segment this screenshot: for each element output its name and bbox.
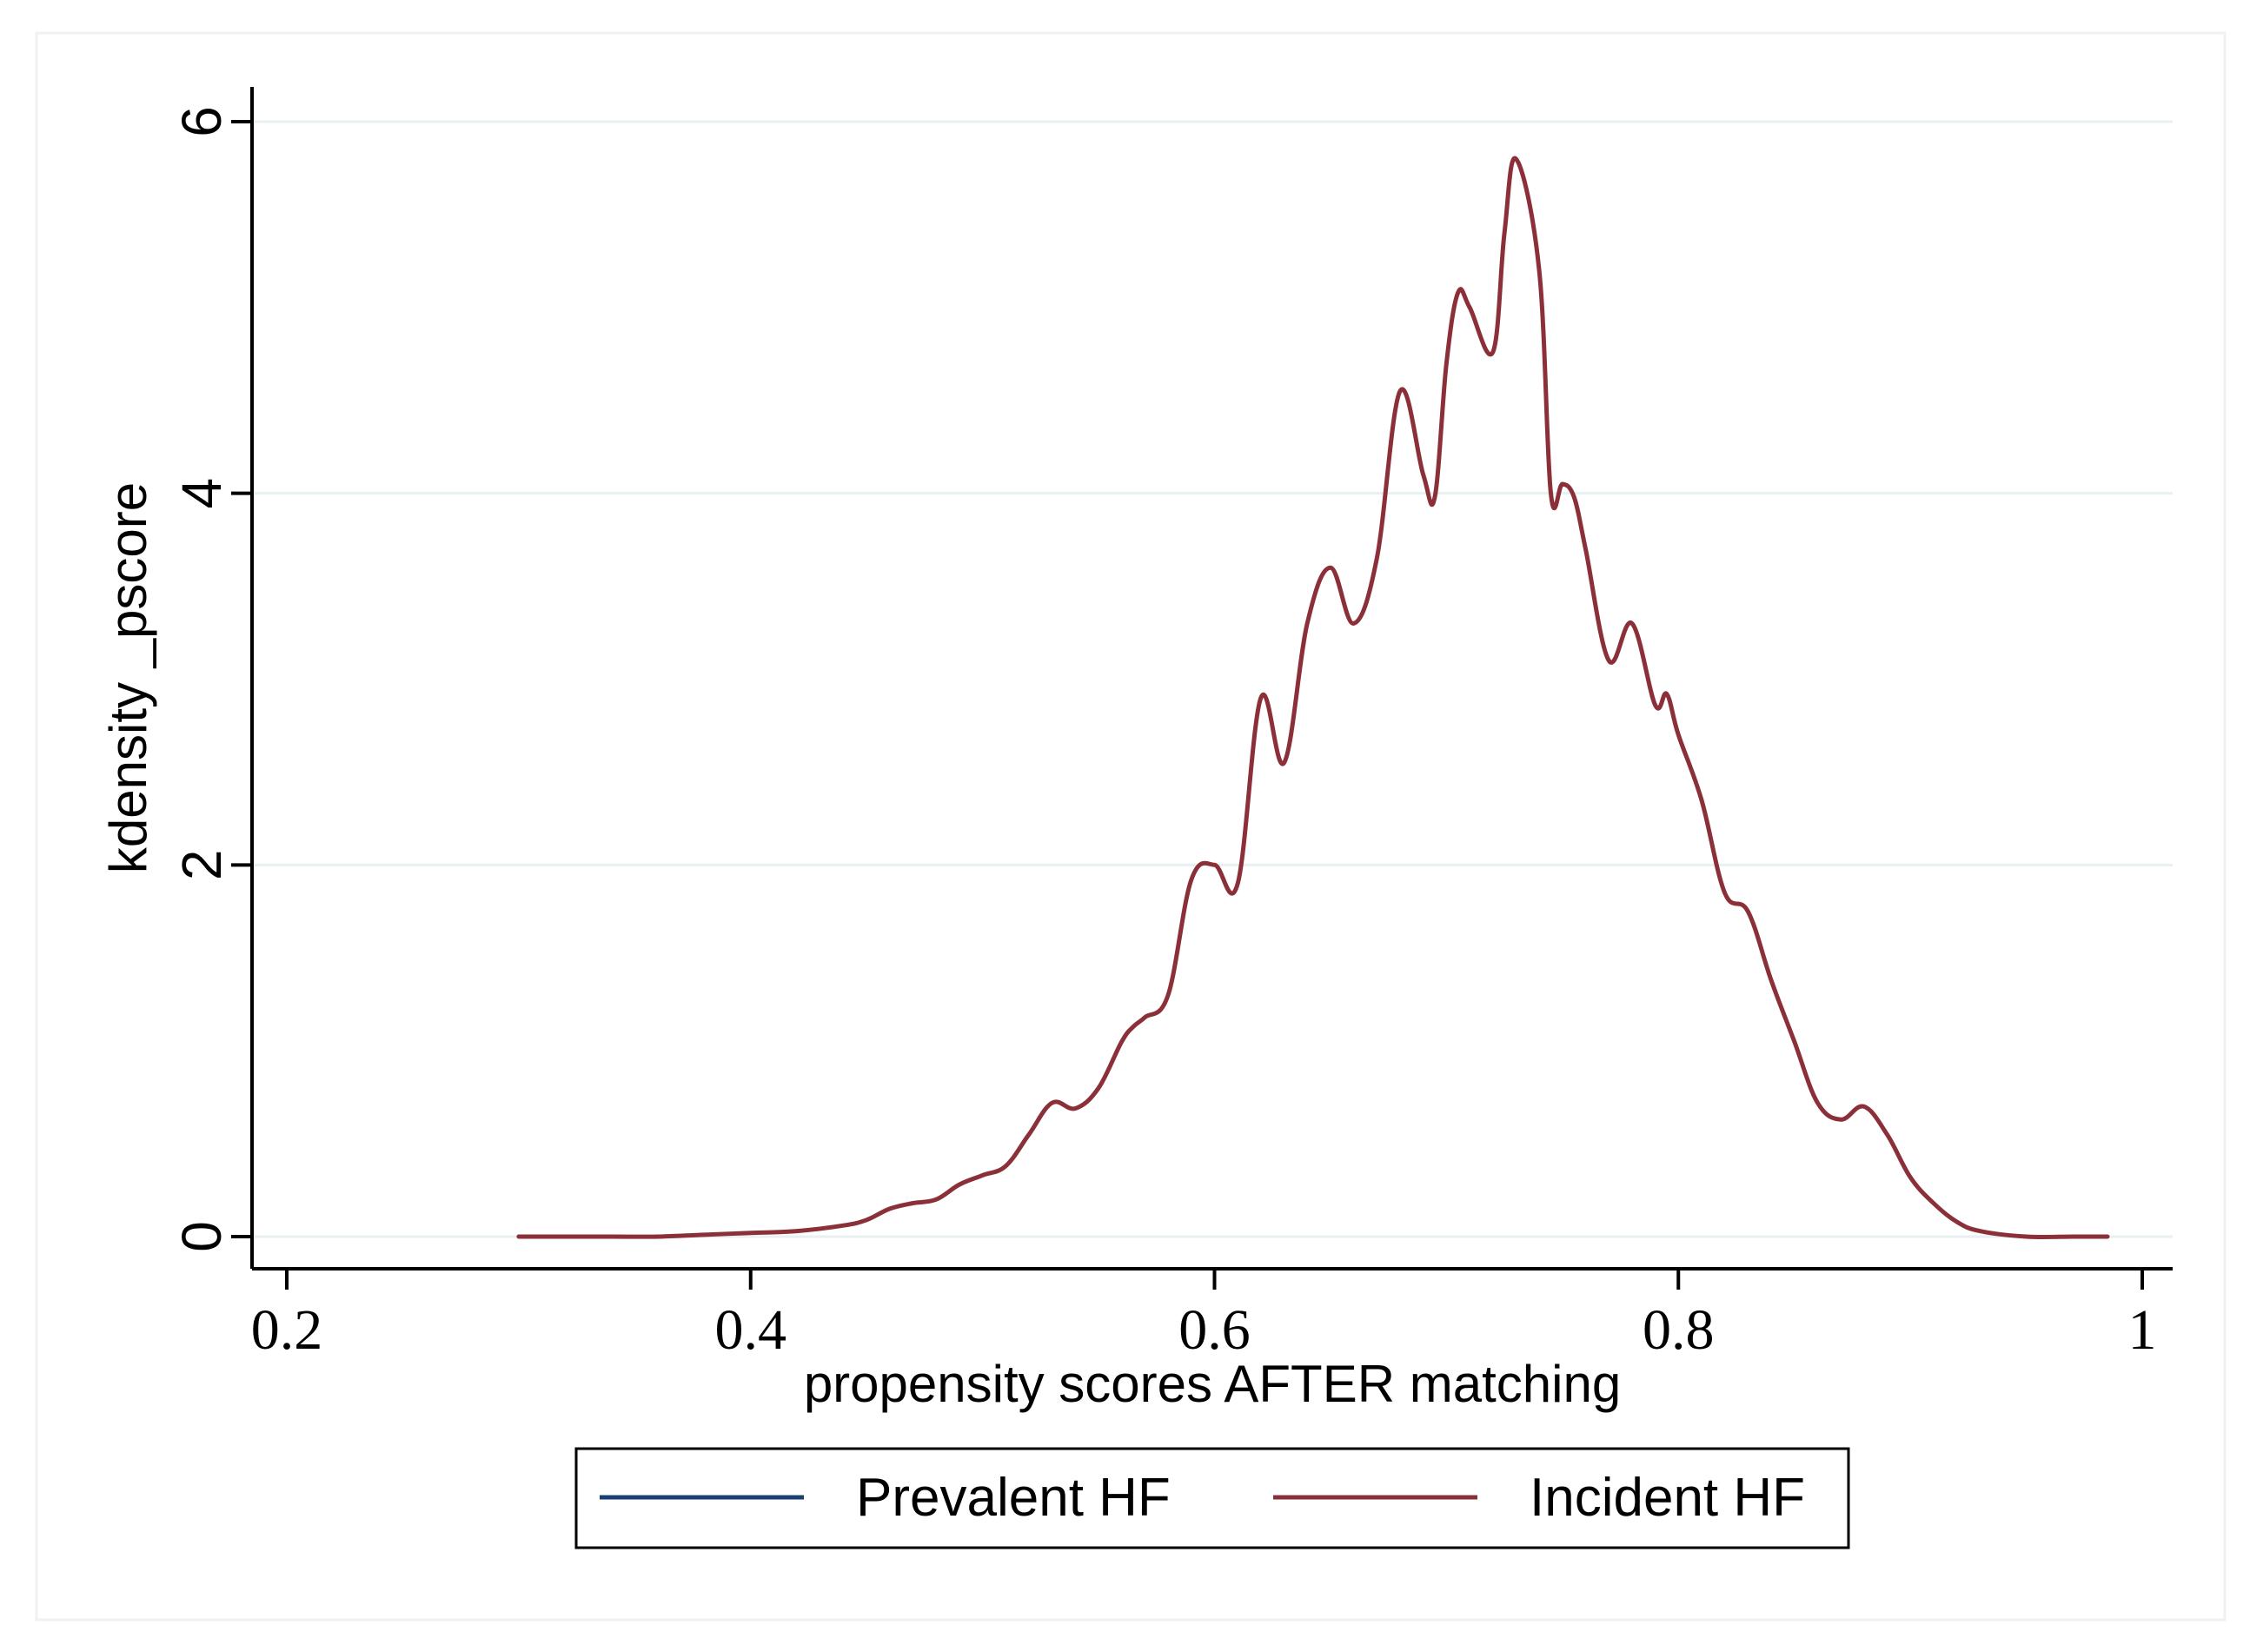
x-tick-label: 0.6 — [1178, 1298, 1251, 1362]
x-tick-label: 0.4 — [715, 1298, 787, 1362]
y-tick-label: 2 — [170, 850, 233, 881]
y-axis-title: kdensity _pscore — [99, 482, 157, 873]
y-tick-label: 0 — [170, 1221, 233, 1252]
legend-label-prevalent-hf: Prevalent HF — [856, 1468, 1171, 1528]
legend: Prevalent HF Incident HF — [574, 1447, 1850, 1549]
y-tick-label: 4 — [170, 478, 233, 509]
y-tick-label: 6 — [170, 106, 233, 137]
x-axis-title: propensity scores AFTER matching — [804, 1355, 1621, 1413]
x-tick-label: 1 — [2128, 1298, 2157, 1362]
x-tick-label: 0.2 — [251, 1298, 323, 1362]
y-ticks: 0 2 4 6 — [170, 106, 252, 1252]
x-tick-label: 0.8 — [1643, 1298, 1715, 1362]
series-lines — [516, 156, 2110, 1240]
legend-label-incident-hf: Incident HF — [1530, 1468, 1805, 1528]
plot-region-frame — [35, 31, 2227, 1622]
x-ticks: 0.2 0.4 0.6 0.8 1 — [251, 1269, 2157, 1362]
y-gridlines — [252, 120, 2173, 1238]
series-line-incident-hf — [516, 156, 2110, 1240]
